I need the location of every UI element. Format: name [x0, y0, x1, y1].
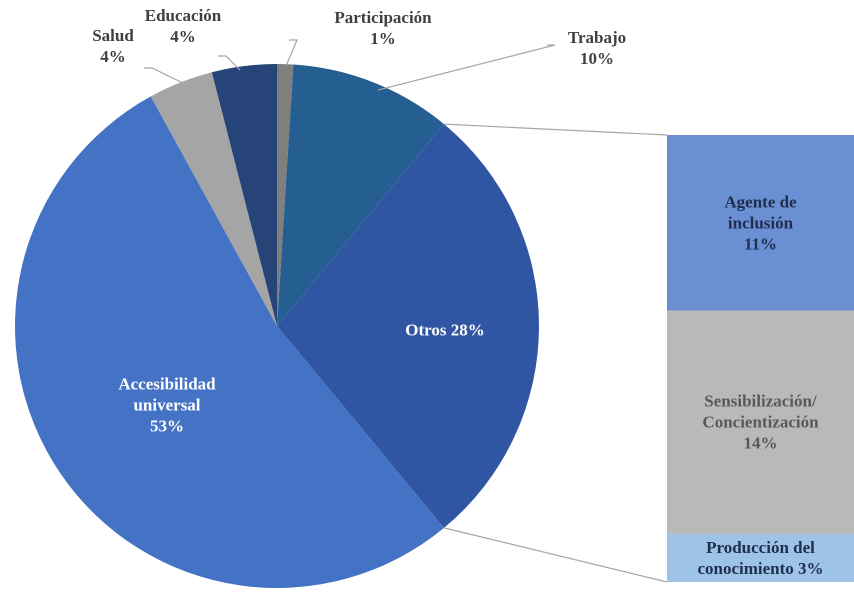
pie-slice — [277, 64, 445, 326]
data-label: Trabajo 10% — [542, 27, 652, 69]
label-text: Trabajo — [567, 28, 627, 47]
connector — [443, 527, 668, 583]
pie-slice — [277, 64, 294, 326]
leader-line — [377, 44, 556, 91]
data-label: Participación 1% — [313, 7, 453, 49]
label-text: 1% — [370, 29, 396, 48]
data-label: Educación 4% — [133, 5, 233, 47]
label-text: 28% — [450, 320, 485, 340]
label-text: 3% — [798, 559, 824, 579]
label-text: Participación — [334, 8, 432, 27]
label-text: Agente de inclusión — [724, 192, 797, 233]
label-text: 53% — [150, 416, 184, 436]
data-label: Agente de inclusión 11% — [706, 191, 816, 254]
label-text: 14% — [743, 433, 778, 453]
pie-slice — [14, 96, 445, 588]
pie-slice — [211, 64, 277, 326]
data-label: Producción del conocimiento 3% — [681, 537, 841, 579]
label-text: Educación — [144, 6, 222, 25]
data-label: Sensibilización/ Concientización 14% — [681, 391, 841, 454]
bar-segment — [667, 534, 854, 582]
label-text: 10% — [580, 49, 614, 68]
pie-slice — [150, 72, 277, 327]
label-text: Producción del conocimiento — [697, 538, 815, 579]
data-label: Salud 4% — [73, 25, 153, 67]
data-label: Otros 28% — [375, 320, 515, 341]
label-text: 4% — [170, 27, 196, 46]
label-text: Salud — [92, 26, 134, 45]
pie-slice — [277, 124, 539, 528]
label-text: Accesibilidad universal — [118, 374, 216, 415]
bar-segment — [667, 135, 854, 311]
bar-segment — [667, 310, 854, 535]
label-text: 11% — [743, 234, 778, 254]
label-text: Sensibilización/ Concientización — [702, 391, 819, 432]
label-text: 4% — [100, 47, 126, 66]
connector — [443, 123, 668, 136]
leader-line — [144, 67, 186, 85]
label-text: Otros — [405, 320, 447, 340]
leader-line — [285, 39, 298, 67]
data-label: Accesibilidad universal 53% — [97, 374, 237, 437]
leader-line — [218, 55, 241, 71]
